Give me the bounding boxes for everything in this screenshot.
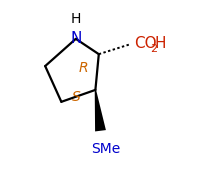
Polygon shape — [94, 90, 105, 131]
Text: H: H — [70, 12, 81, 26]
Text: CO: CO — [133, 36, 156, 51]
Text: N: N — [70, 31, 81, 46]
Text: S: S — [72, 90, 81, 104]
Text: SMe: SMe — [91, 143, 120, 157]
Text: H: H — [154, 36, 166, 51]
Text: 2: 2 — [149, 44, 156, 54]
Text: R: R — [78, 61, 88, 75]
